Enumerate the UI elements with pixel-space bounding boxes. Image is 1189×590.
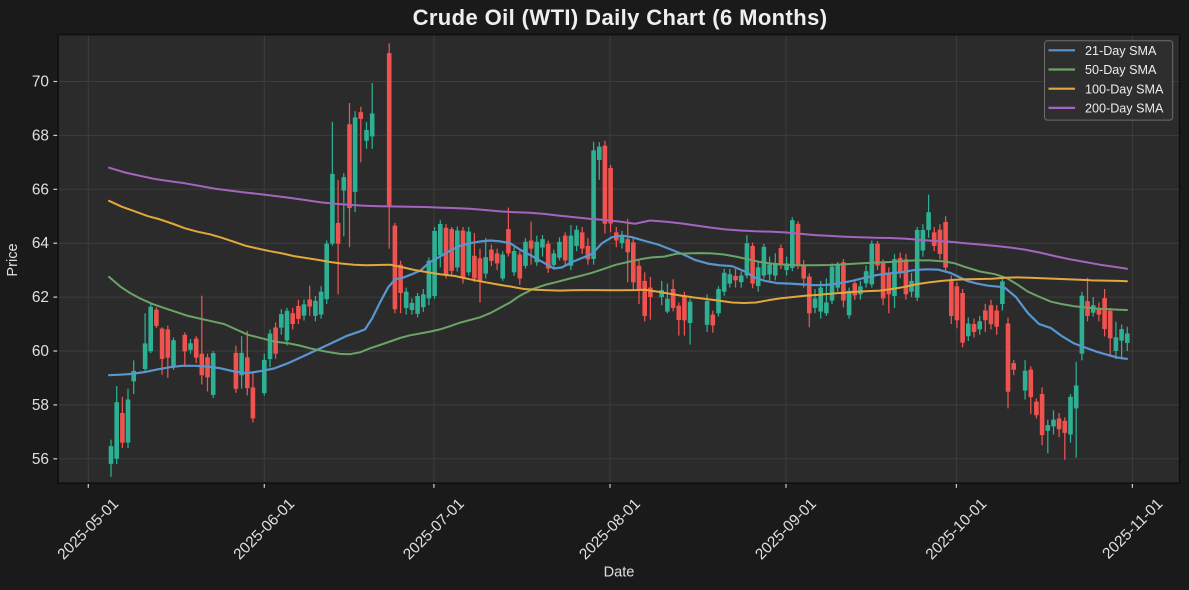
svg-text:Price: Price — [5, 243, 21, 276]
svg-text:58: 58 — [32, 397, 49, 414]
svg-text:60: 60 — [32, 343, 49, 360]
svg-text:62: 62 — [32, 289, 49, 306]
svg-text:50-Day SMA: 50-Day SMA — [1085, 63, 1157, 77]
svg-text:64: 64 — [32, 235, 50, 252]
svg-text:66: 66 — [32, 181, 49, 198]
svg-text:70: 70 — [32, 74, 49, 91]
svg-text:21-Day SMA: 21-Day SMA — [1085, 44, 1157, 58]
svg-text:200-Day SMA: 200-Day SMA — [1085, 102, 1164, 116]
svg-text:100-Day SMA: 100-Day SMA — [1085, 82, 1164, 96]
svg-text:Date: Date — [604, 565, 635, 581]
svg-text:Crude Oil (WTI) Daily Chart (6: Crude Oil (WTI) Daily Chart (6 Months) — [413, 5, 828, 30]
svg-text:56: 56 — [32, 451, 49, 468]
svg-text:68: 68 — [32, 127, 49, 144]
